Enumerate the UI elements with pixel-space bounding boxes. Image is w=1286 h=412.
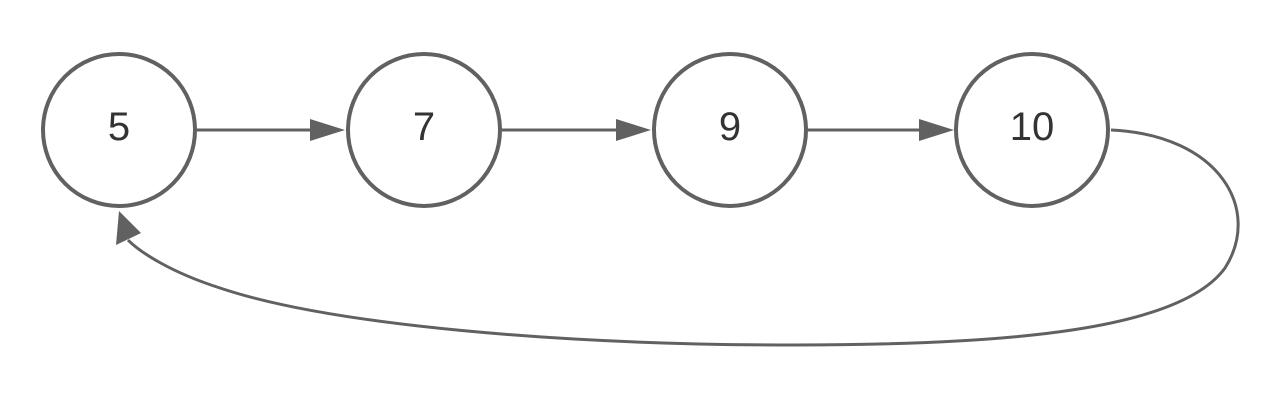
edge-5-to-7 xyxy=(197,119,345,141)
arrow-head xyxy=(310,119,345,141)
node-10: 10 xyxy=(954,52,1110,208)
node-7: 7 xyxy=(346,52,502,208)
node-label: 5 xyxy=(108,105,130,149)
arrow-head xyxy=(616,119,651,141)
node-label: 9 xyxy=(719,105,741,149)
node-9: 9 xyxy=(652,52,808,208)
arrow-head xyxy=(919,119,954,141)
arrow-head xyxy=(116,211,141,245)
edge-9-to-10 xyxy=(808,119,954,141)
edge-7-to-9 xyxy=(502,119,651,141)
node-5: 5 xyxy=(41,52,197,208)
node-label: 10 xyxy=(1010,105,1055,149)
node-label: 7 xyxy=(413,105,435,149)
edge-10-to-5 xyxy=(116,128,1240,347)
